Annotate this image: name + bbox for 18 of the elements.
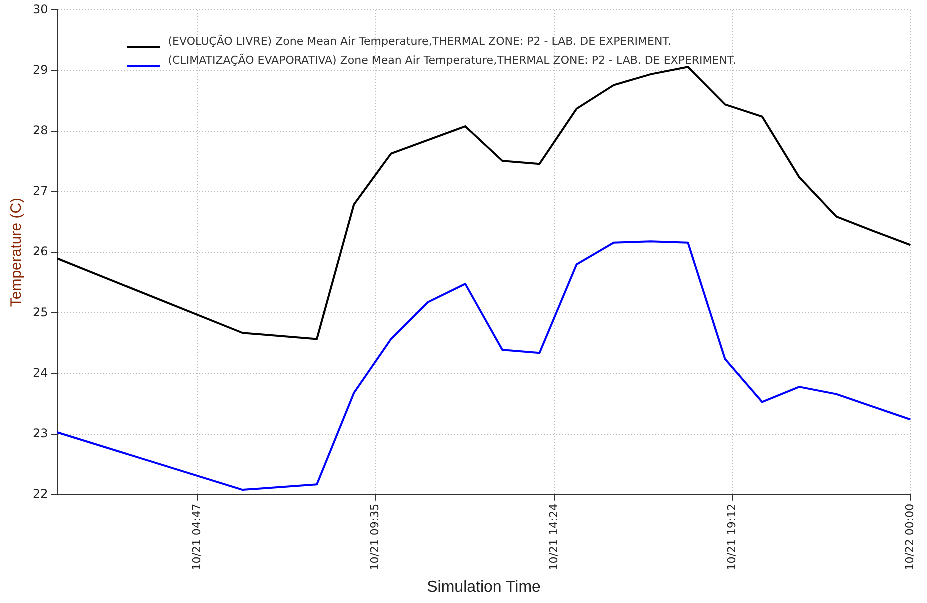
x-tick-label: 10/21 09:35	[368, 504, 382, 571]
x-axis-title: Simulation Time	[427, 578, 542, 596]
y-tick-label: 27	[32, 184, 48, 198]
y-tick-label: 28	[32, 124, 48, 138]
y-tick-label: 22	[32, 487, 48, 502]
y-tick-label: 25	[32, 305, 48, 320]
y-axis-title: Temperature (C)	[8, 198, 26, 308]
legend-label: (CLIMATIZAÇÃO EVAPORATIVA) Zone Mean Air Temperature,THERMAL ZONE: P2 - LAB. DE EXPERIMENT.	[168, 53, 736, 68]
x-tick-label: 10/21 19:12	[726, 504, 739, 571]
x-tick-label: 10/21 04:47	[190, 504, 204, 571]
x-tick-label: 10/22 00:00	[904, 504, 917, 571]
legend-label: (EVOLUÇÃO LIVRE) Zone Mean Air Temperature,THERMAL ZONE: P2 - LAB. DE EXPERIMENT.	[168, 34, 672, 48]
y-tick-label: 26	[32, 244, 48, 259]
y-tick-label: 24	[32, 366, 48, 380]
y-tick-label: 29	[32, 62, 48, 77]
y-tick-label: 30	[32, 2, 48, 16]
x-tick-label: 10/21 14:24	[547, 504, 560, 571]
y-tick-label: 23	[32, 426, 48, 440]
